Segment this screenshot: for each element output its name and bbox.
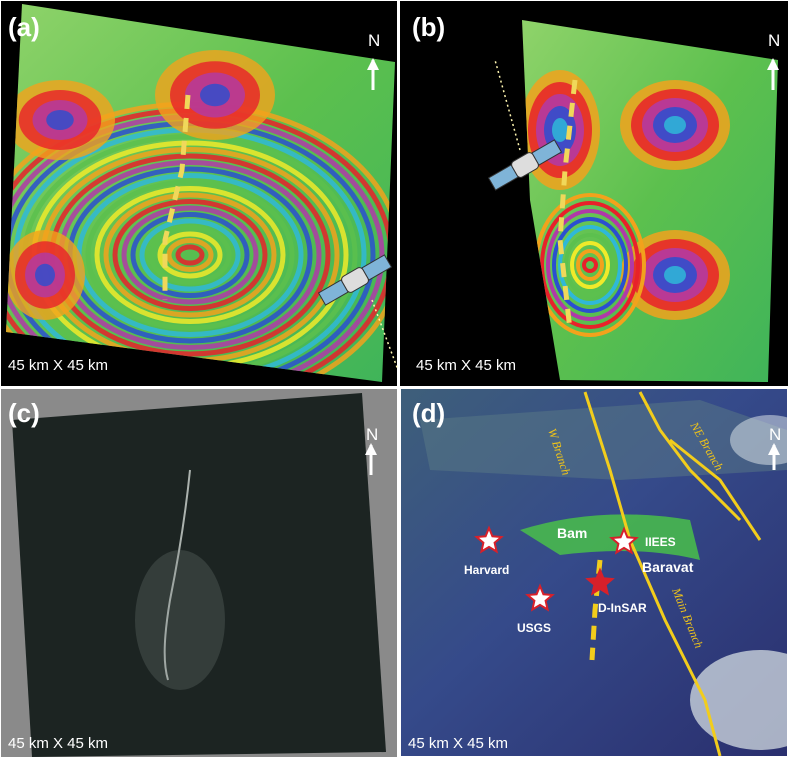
fringe (664, 116, 686, 134)
fringe (664, 266, 686, 284)
north-label: N (368, 31, 380, 50)
epicenter-label: IIEES (645, 535, 676, 549)
place-label: Bam (557, 525, 587, 541)
scale-label: 45 km X 45 km (416, 357, 516, 374)
fringe (35, 264, 55, 287)
fringe (552, 118, 568, 142)
fringe (46, 110, 74, 130)
figure: (a) (b) (c) (d) N N N N 45 km X 45 km 45… (0, 0, 789, 758)
panel-label: (b) (412, 12, 445, 42)
panel-label: (a) (8, 12, 40, 42)
scale-label: 45 km X 45 km (8, 357, 108, 374)
place-label: Baravat (642, 559, 694, 575)
fringe (200, 84, 230, 107)
scale-label: 45 km X 45 km (408, 735, 508, 752)
panel-a (0, 1, 400, 406)
north-label: N (366, 425, 378, 444)
scale-label: 45 km X 45 km (8, 735, 108, 752)
panel-d (401, 389, 789, 756)
panel-c (1, 389, 397, 757)
north-label: N (769, 425, 781, 444)
epicenter-label: Harvard (464, 563, 509, 577)
panel-label: (d) (412, 398, 445, 428)
deformation-area (135, 550, 225, 690)
north-label: N (768, 31, 780, 50)
epicenter-label: USGS (517, 621, 551, 635)
epicenter-label: D-InSAR (598, 601, 647, 615)
panel-b (400, 1, 788, 386)
panel-label: (c) (8, 398, 40, 428)
